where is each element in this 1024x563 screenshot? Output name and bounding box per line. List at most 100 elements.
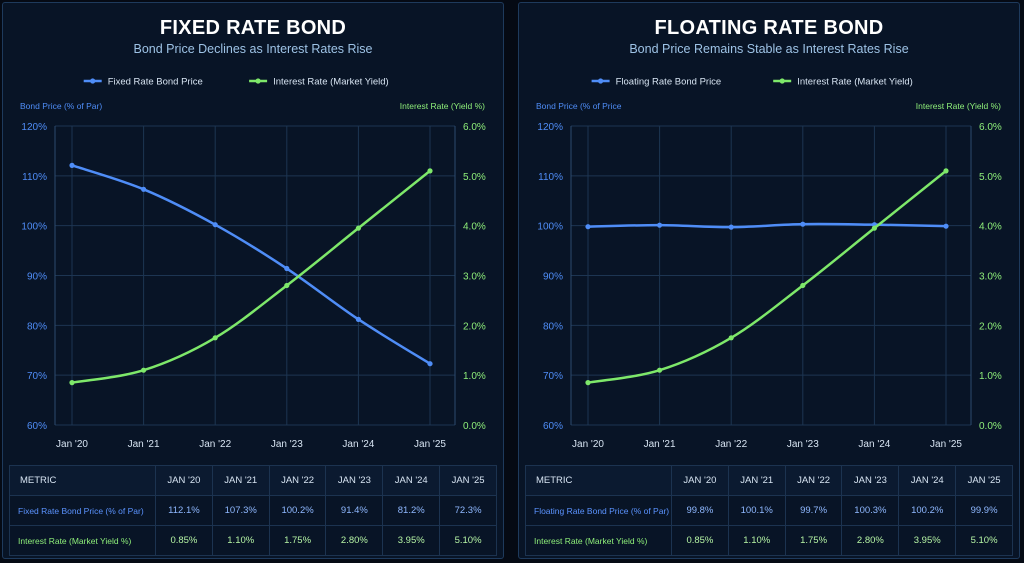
table-cell: 5.10% [955,525,1013,556]
table-header-cell: JAN '20 [671,465,729,496]
data-point-price [800,221,806,227]
chart-subtitle: Bond Price Declines as Interest Rates Ri… [133,42,373,56]
legend-label-rate: Interest Rate (Market Yield) [273,77,389,88]
table-header-cell: JAN '25 [439,465,497,496]
legend-marker-rate [779,78,785,84]
x-tick-label: Jan '21 [128,439,160,450]
data-point-rate [871,225,877,231]
data-point-price [69,162,75,168]
x-tick-label: Jan '20 [56,439,88,450]
y-tick-label-left: 110% [22,172,47,183]
y-tick-label-left: 120% [21,122,47,133]
table-cell: 1.75% [784,525,843,556]
table-cell: 112.1% [155,495,213,526]
table-cell: 107.3% [211,495,270,526]
table-cell: 91.4% [325,495,384,526]
table-cell: 3.95% [898,525,957,556]
series-line-rate [71,169,431,384]
legend-label-price: Fixed Rate Bond Price [108,77,203,88]
legend-label-price: Floating Rate Bond Price [616,77,722,88]
data-point-rate [141,367,147,373]
y-tick-label-right: 5.0% [979,172,1002,183]
y-tick-label-right: 1.0% [463,371,486,382]
y-tick-label-left: 70% [27,371,47,382]
y-tick-label-right: 0.0% [463,421,486,432]
y-tick-label-right: 2.0% [979,321,1002,332]
y-tick-label-left: 90% [543,272,563,283]
y-tick-label-right: 5.0% [463,172,486,183]
table-cell: 100.3% [841,495,900,526]
data-point-rate [657,367,663,373]
table-row-label: Interest Rate (Market Yield %) [9,525,156,556]
data-point-rate [728,335,734,341]
legend-label-rate: Interest Rate (Market Yield) [797,77,913,88]
table-cell: 1.10% [211,525,270,556]
y-tick-label-right: 3.0% [463,272,486,283]
table-cell: 72.3% [439,495,497,526]
data-point-rate [69,380,75,386]
table-header-cell: JAN '22 [784,465,843,496]
table-header-cell: JAN '23 [841,465,900,496]
table-row-label: Fixed Rate Bond Price (% of Par) [9,495,156,526]
series-line-price [71,164,431,365]
table-header-cell: METRIC [9,465,156,496]
data-point-rate [800,282,806,289]
table-row: Interest Rate (Market Yield %) 0.85% 1.1… [525,525,1013,556]
table-cell: 0.85% [671,525,729,556]
legend-marker-price [598,78,604,84]
legend-marker-price [90,78,96,84]
table-cell: 3.95% [382,525,441,556]
data-point-rate [284,282,290,289]
y-tick-label-left: 90% [27,272,47,283]
table-header-cell: METRIC [525,465,672,496]
y-tick-label-right: 6.0% [463,122,486,133]
table-cell: 99.7% [784,495,843,526]
table-header-cell: JAN '24 [382,465,441,496]
x-tick-label: Jan '21 [644,439,676,450]
series-line-price [587,222,947,229]
table-cell: 99.9% [955,495,1013,526]
y-tick-label-left: 120% [537,122,563,133]
y-axis-title-left: Bond Price (% of Par) [20,101,102,111]
y-tick-label-right: 2.0% [463,321,486,332]
table-header-cell: JAN '20 [155,465,213,496]
data-point-rate [427,168,433,174]
data-point-price [427,361,433,367]
table-cell: 2.80% [325,525,384,556]
table-cell: 1.75% [268,525,327,556]
x-tick-label: Jan '22 [715,439,747,450]
table-cell: 81.2% [382,495,441,526]
series-line-rate [587,169,947,384]
chart-subtitle: Bond Price Remains Stable as Interest Ra… [629,42,909,56]
y-tick-label-right: 4.0% [979,222,1002,233]
floating-rate-table: METRIC JAN '20 JAN '21 JAN '22 JAN '23 J… [525,465,1013,556]
table-header-cell: JAN '22 [268,465,327,496]
chart-title: FIXED RATE BOND [159,17,347,39]
table-header-cell: JAN '21 [211,465,270,496]
x-tick-label: Jan '23 [271,439,303,450]
table-header-cell: JAN '24 [898,465,957,496]
y-tick-label-left: 100% [21,222,47,233]
y-tick-label-right: 1.0% [979,371,1002,382]
data-point-price [355,316,361,322]
data-point-rate [355,225,361,231]
table-cell: 2.80% [841,525,900,556]
data-point-price [585,224,591,230]
table-cell: 100.2% [898,495,957,526]
data-point-price [657,222,663,228]
table-cell: 99.8% [671,495,729,526]
data-point-rate [212,335,218,341]
x-tick-label: Jan '24 [858,439,890,450]
table-cell: 1.10% [727,525,786,556]
y-tick-label-left: 60% [27,421,47,432]
floating-rate-panel: FLOATING RATE BOND Bond Price Remains St… [518,2,1020,559]
data-point-price [141,186,147,192]
table-cell: 100.2% [268,495,327,526]
legend-marker-rate [255,78,261,84]
table-row: Interest Rate (Market Yield %) 0.85% 1.1… [9,525,497,556]
table-header-cell: JAN '23 [325,465,384,496]
table-cell: 0.85% [155,525,213,556]
y-axis-title-right: Interest Rate (Yield %) [400,101,485,111]
data-point-price [943,223,949,229]
table-row-label: Floating Rate Bond Price (% of Par) [525,495,672,526]
